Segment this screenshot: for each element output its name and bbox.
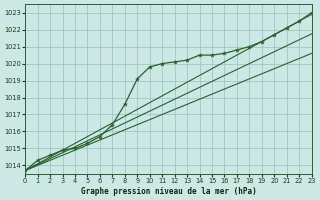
X-axis label: Graphe pression niveau de la mer (hPa): Graphe pression niveau de la mer (hPa) — [81, 187, 256, 196]
